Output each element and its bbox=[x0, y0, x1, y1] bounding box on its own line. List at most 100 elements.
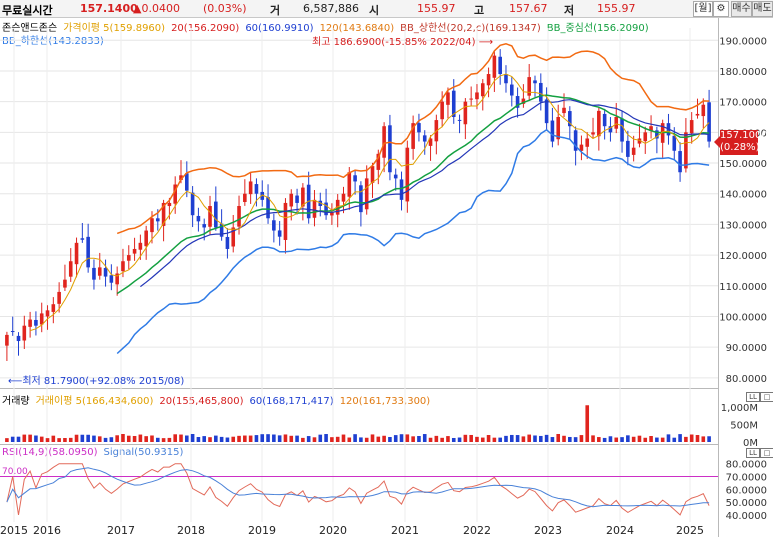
x-tick-label: 2023 bbox=[534, 524, 562, 537]
volume-bar bbox=[405, 434, 410, 442]
candle-body bbox=[80, 238, 85, 240]
candle-body bbox=[260, 191, 265, 200]
volume-bar bbox=[399, 434, 404, 442]
volume-bar bbox=[602, 437, 607, 442]
price-legend: 존슨앤드존슨 가격이평 5(159.8960) 20(156.2090) 60(160… bbox=[2, 19, 655, 34]
low-annotation: ⟵최저 81.7900(+92.08% 2015/08) bbox=[8, 376, 185, 387]
volume-bar bbox=[463, 434, 468, 442]
rsi-ref-label: 70.00 bbox=[2, 467, 28, 477]
candle-body bbox=[208, 206, 212, 227]
volume-bar bbox=[347, 437, 352, 442]
candle-body bbox=[353, 175, 357, 182]
volume-bar bbox=[306, 436, 311, 442]
volume-bar bbox=[109, 437, 114, 442]
volume-bar bbox=[179, 434, 183, 442]
signal-line bbox=[6, 467, 710, 508]
volume-bar bbox=[417, 435, 421, 442]
candle-body bbox=[393, 174, 398, 179]
volume-bar bbox=[637, 435, 642, 442]
candle-body bbox=[539, 82, 543, 102]
volume-bar bbox=[103, 437, 108, 442]
x-tick-label: 2018 bbox=[177, 524, 205, 537]
volume-bar bbox=[161, 438, 166, 442]
volume-bar bbox=[393, 435, 398, 442]
candle-body bbox=[469, 98, 473, 100]
volume-bar bbox=[446, 436, 450, 442]
candle-body bbox=[57, 291, 61, 304]
last-price-pct: (0.28%) bbox=[720, 142, 760, 153]
volume-bar bbox=[39, 436, 44, 442]
candle-body bbox=[16, 335, 21, 342]
candle-body bbox=[417, 123, 421, 133]
x-tick-label: 2021 bbox=[391, 524, 419, 537]
volume-bar bbox=[666, 434, 671, 442]
y-tick-label: 140.0000 bbox=[719, 190, 767, 201]
volume-bar bbox=[28, 434, 32, 442]
candle-body bbox=[150, 218, 154, 233]
volume-bar bbox=[631, 436, 636, 442]
volume-tick-label: 0M bbox=[743, 438, 758, 449]
volume-bar bbox=[126, 435, 131, 442]
volume-bar bbox=[469, 434, 473, 442]
x-tick-label: 2022 bbox=[463, 524, 491, 537]
candle-body bbox=[608, 126, 613, 133]
volume-bar bbox=[562, 435, 566, 442]
candle-body bbox=[411, 123, 415, 149]
settings-icon[interactable]: ⚙ bbox=[713, 1, 729, 17]
candle-body bbox=[684, 132, 688, 169]
candle-body bbox=[620, 118, 624, 142]
rsi-panel-close[interactable]: □ bbox=[760, 448, 773, 458]
axis-separator bbox=[718, 18, 719, 537]
buy-button[interactable]: 매수 bbox=[731, 1, 752, 17]
volume-bar bbox=[312, 437, 317, 442]
volume-bar bbox=[63, 438, 67, 442]
candle-body bbox=[155, 218, 160, 222]
volume-bar bbox=[74, 434, 79, 442]
volume-bar bbox=[533, 435, 537, 442]
candle-body bbox=[562, 107, 566, 114]
high-label: 고 bbox=[474, 4, 485, 17]
volume-bar bbox=[138, 434, 143, 442]
volume-bar bbox=[457, 437, 462, 442]
rsi-panel-toggle[interactable]: LL bbox=[746, 448, 760, 458]
volume-bar bbox=[34, 435, 38, 442]
open-label: 시 bbox=[369, 4, 380, 17]
candle-body bbox=[451, 90, 456, 117]
period-week-button[interactable]: [월] bbox=[693, 1, 713, 17]
volume-bar bbox=[684, 436, 688, 442]
volume-panel-toggle[interactable]: LL bbox=[746, 392, 760, 402]
candle-body bbox=[701, 104, 706, 117]
realtime-title: 무료실시간 bbox=[2, 4, 53, 17]
volume-bar bbox=[266, 434, 270, 442]
candle-body bbox=[498, 56, 502, 75]
volume-bar bbox=[475, 436, 479, 442]
candle-body bbox=[376, 153, 381, 170]
volume-bar bbox=[167, 437, 172, 442]
volume-bar bbox=[272, 434, 276, 442]
candle-body bbox=[364, 178, 369, 210]
candle-body bbox=[486, 74, 491, 86]
volume-bar bbox=[376, 436, 381, 442]
volume-panel-close[interactable]: □ bbox=[760, 392, 773, 402]
candle-body bbox=[45, 310, 50, 317]
volume-bar bbox=[86, 434, 90, 442]
volume-bar bbox=[97, 436, 102, 442]
bb-upper-line bbox=[116, 43, 710, 235]
candle-body bbox=[359, 185, 363, 213]
candle-body bbox=[237, 206, 241, 227]
volume-bar bbox=[277, 435, 282, 442]
y-tick-label: 100.0000 bbox=[719, 312, 767, 323]
candle-body bbox=[97, 267, 102, 276]
rsi-tick-label: 40.0000 bbox=[726, 511, 767, 522]
volume-bar bbox=[620, 437, 624, 442]
legend-ma20: 20(156.2090) bbox=[171, 23, 240, 34]
legend-volume: 거래량 bbox=[2, 396, 30, 407]
candle-body bbox=[225, 236, 230, 249]
candle-body bbox=[28, 319, 32, 327]
volume-bar bbox=[196, 437, 201, 442]
candle-body bbox=[167, 202, 172, 207]
volume-bar bbox=[190, 434, 195, 442]
volume-bar bbox=[649, 436, 653, 442]
volume-bar bbox=[428, 437, 433, 442]
candle-body bbox=[678, 151, 682, 173]
